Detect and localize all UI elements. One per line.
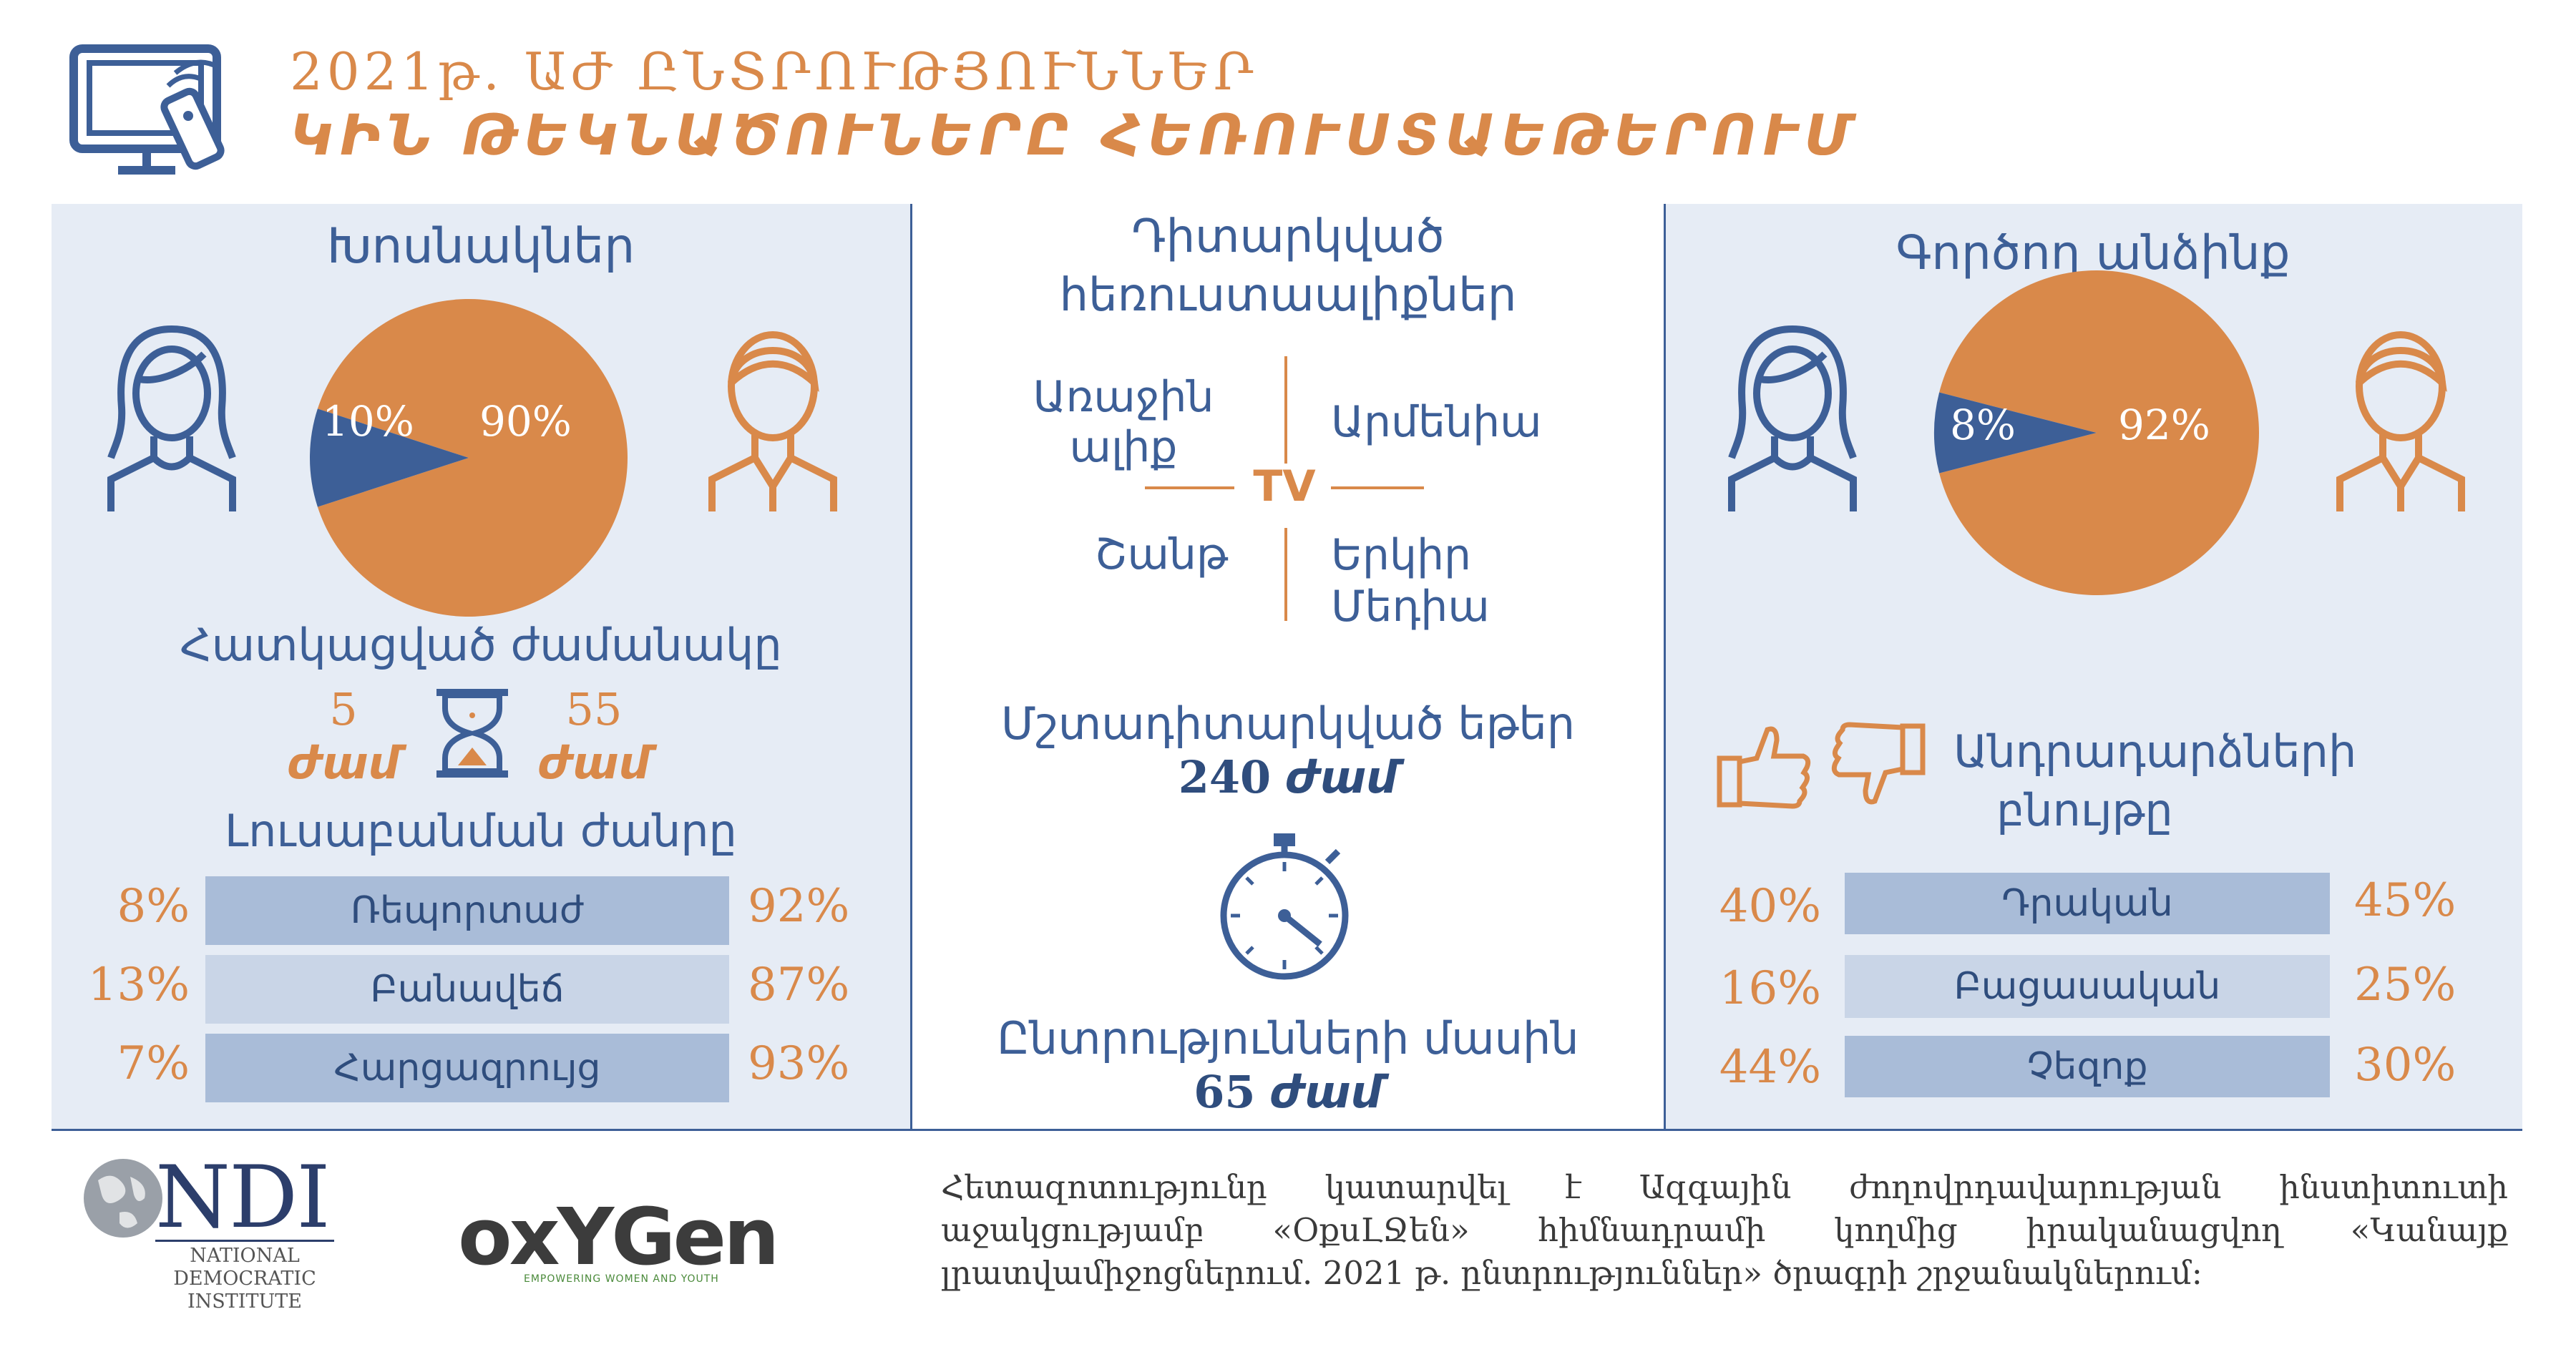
oxygen-tagline: EMPOWERING WOMEN AND YOUTH (524, 1273, 719, 1285)
pie-slice-female (1934, 392, 2097, 474)
ref-2-left: 44% (1719, 1041, 1821, 1094)
ndi-wordmark: NDI (155, 1148, 331, 1248)
time-female-unit: ժամ (287, 737, 400, 789)
genre-0-bar: Ռեպորտաժ (205, 876, 729, 945)
genre-0-right: 92% (748, 880, 850, 933)
time-male-unit: ժամ (537, 737, 650, 789)
about-num: 65 (1194, 1066, 1256, 1118)
ref-title-line1: Անդրադարձների (1953, 725, 2357, 778)
footer-note: Հետազոտությունը կատարվել է Ազգային ժողով… (941, 1166, 2508, 1295)
channel-yerkir-line2: Մեդիա (1331, 582, 1490, 632)
male-icon-left (708, 331, 837, 511)
channel-yerkir-media: Երկիր Մեդիա (1331, 529, 1490, 632)
female-icon-right (1728, 325, 1857, 511)
ref-0-right: 45% (2354, 874, 2457, 927)
ref-2-right: 30% (2354, 1039, 2457, 1092)
pie-slice-male (317, 299, 628, 617)
ndi-sub-line2: DEMOCRATIC (173, 1268, 316, 1290)
channel-armenia: Արմենիա (1331, 397, 1542, 447)
pie-right (1934, 270, 2259, 595)
pie-left (310, 299, 628, 617)
ref-1-right: 25% (2354, 959, 2457, 1011)
footer-note-line3: լրատվամիջոցներում. 2021 թ. ընտրություննե… (941, 1254, 2202, 1292)
time-title: Հատկացված ժամանակը (180, 619, 782, 671)
thumbs-up-icon (1717, 726, 1811, 809)
time-female-num: 5 (329, 683, 358, 735)
monitored-value: 240 ժամ (912, 751, 1664, 803)
ref-2-bar: Չեզոք (1845, 1036, 2330, 1097)
genre-2-right: 93% (748, 1037, 850, 1090)
thumbs-down-icon (1831, 722, 1926, 805)
about-title: Ընտրությունների մասին (997, 1012, 1579, 1064)
divider-right (1664, 204, 1666, 1130)
ndi-logo: NDI NATIONAL DEMOCRATIC INSTITUTE (80, 1148, 338, 1320)
genre-1-bar: Բանավեճ (205, 955, 729, 1024)
pie-label-female-right: 8% (1950, 401, 2016, 449)
monitored-title: Մշտադիտարկված եթեր (1000, 697, 1576, 750)
genre-2-bar: Հարցազրույց (205, 1034, 729, 1102)
about-value: 65 ժամ (912, 1066, 1664, 1118)
cross-line-right (1331, 486, 1424, 489)
hourglass-icon (436, 689, 508, 778)
female-icon-left (107, 325, 236, 511)
about-unit: ժամ (1269, 1066, 1382, 1118)
ref-1-left: 16% (1719, 962, 1821, 1015)
pie-slice-female (310, 408, 469, 507)
header-subtitle: 2021թ. ԱԺ ԸՆՏՐՈՒԹՅՈՒՆՆԵՐ (290, 41, 1258, 102)
footer-note-line1: Հետազոտությունը կատարվել է Ազգային ժողով… (941, 1168, 2508, 1206)
channel-first-line1: Առաջին (1033, 372, 1214, 422)
tv-remote-icon (69, 44, 225, 175)
header-title: ԿԻՆ ԹԵԿՆԱԾՈՒՆԵՐԸ ՀԵՌՈՒՍՏԱԵԹԵՐՈՒՄ (290, 104, 1858, 168)
ndi-subtext: NATIONAL DEMOCRATIC INSTITUTE (155, 1245, 334, 1313)
globe-icon (84, 1159, 162, 1238)
pie-label-female: 10% (322, 397, 414, 446)
footer-note-line2: աջակցությամբ «ՕքսԼՋեն» հիմնադրամի կողմից… (941, 1211, 2508, 1249)
channels-title-line2: հեռուստաալիքներ (1059, 269, 1517, 322)
ndi-rule (155, 1240, 334, 1242)
monitored-unit: ժամ (1284, 751, 1398, 803)
tv-label: TV (1253, 461, 1316, 511)
pie-slice-male (1939, 270, 2259, 595)
ndi-sub-line3: INSTITUTE (187, 1290, 302, 1313)
left-title: Խոսնակներ (326, 218, 635, 275)
ref-title-line2: բնույթը (1996, 784, 2173, 836)
male-icon-right (2336, 331, 2465, 511)
genre-1-left: 13% (87, 959, 190, 1011)
genre-1-right: 87% (748, 959, 850, 1011)
oxygen-logo: oxYGen EMPOWERING WOMEN AND YOUTH (458, 1191, 779, 1291)
channel-yerkir-line1: Երկիր (1331, 530, 1472, 580)
channels-title: Դիտարկված հեռուստաալիքներ (912, 207, 1664, 325)
channel-shant: Շանթ (1095, 529, 1229, 579)
genre-2-left: 7% (117, 1037, 190, 1090)
channel-first: Առաջին ալիք (1016, 372, 1231, 472)
pie-label-male-right: 92% (2118, 401, 2210, 449)
stopwatch-icon (1220, 833, 1349, 980)
genre-title: Լուսաբանման ժանրը (225, 805, 737, 857)
channels-title-line1: Դիտարկված (1131, 210, 1445, 263)
channel-first-line2: ալիք (1069, 422, 1178, 472)
ref-1-bar: Բացասական (1845, 955, 2330, 1018)
oxygen-wordmark: oxYGen (458, 1191, 779, 1283)
monitored-num: 240 (1178, 751, 1272, 803)
pie-label-male: 90% (479, 397, 572, 446)
ref-0-left: 40% (1719, 880, 1821, 933)
cross-line-bottom (1284, 528, 1287, 621)
cross-line-top (1284, 356, 1287, 464)
time-male-num: 55 (565, 683, 623, 735)
ref-0-bar: Դրական (1845, 873, 2330, 934)
cross-line-left (1145, 486, 1234, 489)
bottom-rule (52, 1129, 2522, 1131)
genre-0-left: 8% (117, 880, 190, 933)
ref-title: Անդրադարձների բնույթը (1953, 722, 2356, 840)
divider-left (910, 204, 912, 1130)
ndi-sub-line1: NATIONAL (190, 1245, 300, 1267)
